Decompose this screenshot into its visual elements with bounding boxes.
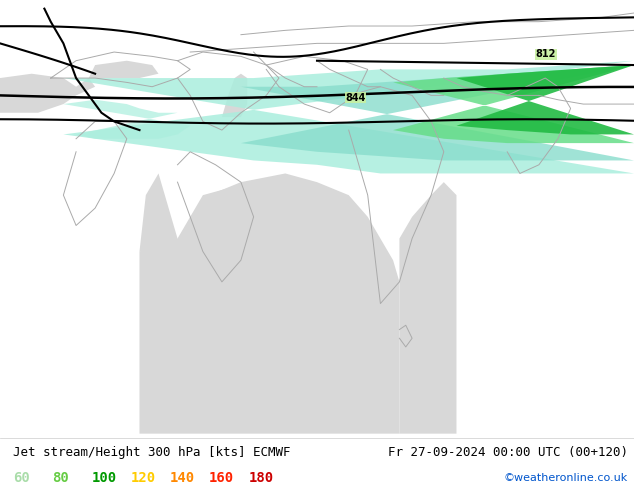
Text: 80: 80 (52, 470, 68, 485)
Text: 844: 844 (346, 93, 366, 102)
Text: 100: 100 (91, 470, 117, 485)
Polygon shape (63, 61, 634, 173)
Polygon shape (190, 187, 254, 217)
Polygon shape (399, 182, 456, 434)
Polygon shape (222, 74, 247, 117)
Polygon shape (89, 61, 158, 78)
Polygon shape (139, 173, 178, 251)
Text: ©weatheronline.co.uk: ©weatheronline.co.uk (503, 472, 628, 483)
Text: 60: 60 (13, 470, 29, 485)
Polygon shape (393, 65, 634, 143)
Text: Fr 27-09-2024 00:00 UTC (00+120): Fr 27-09-2024 00:00 UTC (00+120) (387, 446, 628, 459)
Polygon shape (456, 65, 634, 134)
Polygon shape (241, 65, 634, 160)
Text: 120: 120 (131, 470, 156, 485)
Polygon shape (63, 100, 190, 139)
Polygon shape (139, 173, 399, 434)
Text: Jet stream/Height 300 hPa [kts] ECMWF: Jet stream/Height 300 hPa [kts] ECMWF (13, 446, 290, 459)
Text: 812: 812 (536, 49, 556, 59)
Text: 160: 160 (209, 470, 235, 485)
Polygon shape (0, 74, 95, 113)
Text: 180: 180 (249, 470, 274, 485)
Text: 140: 140 (170, 470, 195, 485)
